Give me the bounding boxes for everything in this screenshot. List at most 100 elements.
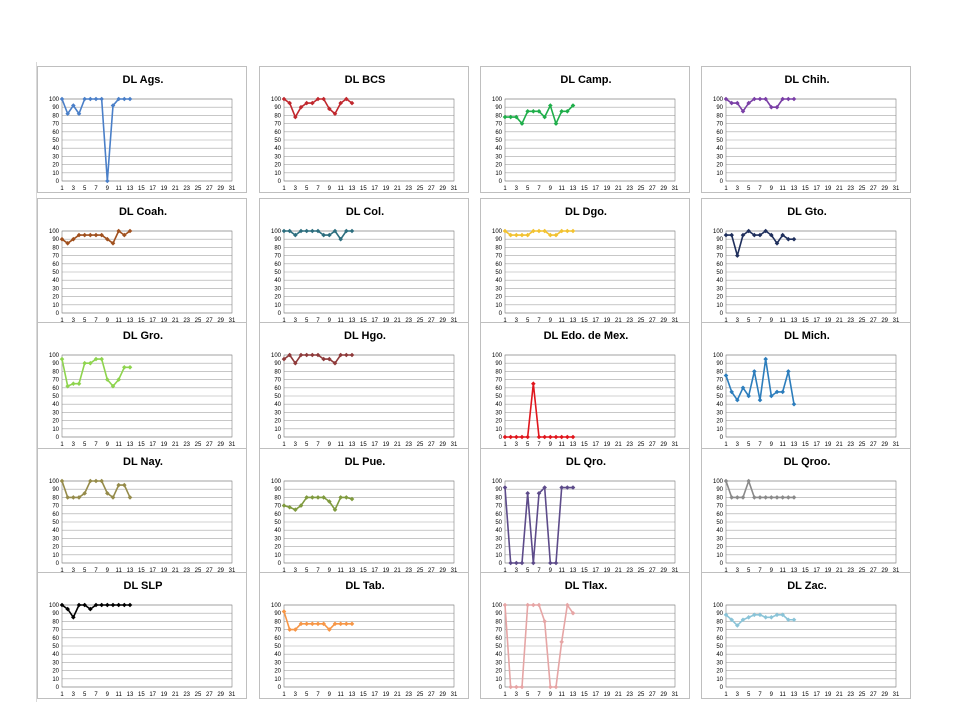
data-point [349,352,355,358]
x-tick-label: 9 [106,692,110,698]
data-point [525,109,530,114]
chart-title: DL Edo. de Mex. [544,330,629,342]
data-point [780,389,785,395]
plot-area [725,480,897,564]
x-tick-label: 27 [870,186,877,192]
data-point [298,503,304,508]
data-point [548,560,553,566]
y-tick-label: 30 [274,286,281,292]
plot-area [504,98,676,182]
data-point [786,236,791,242]
data-point [71,103,76,108]
y-tick-label: 0 [56,435,60,441]
x-tick-label: 3 [515,186,519,192]
data-point [542,114,547,120]
chart-title: DL Col. [346,206,384,218]
y-tick-label: 40 [52,652,59,658]
x-tick-label: 19 [383,186,390,192]
x-tick-label: 3 [72,568,76,574]
y-tick-label: 0 [720,435,724,441]
data-point [332,228,338,234]
y-tick-label: 30 [716,286,723,292]
y-tick-label: 80 [716,369,723,375]
y-tick-label: 50 [716,394,723,400]
data-point [281,96,287,102]
chart-title: DL Gro. [123,330,163,342]
y-tick-label: 100 [492,97,503,103]
x-tick-label: 1 [724,186,728,192]
series-line [283,611,352,631]
chart-title: DL Ags. [123,74,164,86]
data-point [752,232,757,238]
y-tick-label: 40 [716,402,723,408]
y-tick-label: 60 [52,130,59,136]
x-tick-label: 11 [559,692,566,698]
data-point [723,373,729,378]
y-tick-label: 30 [495,536,502,542]
chart-title: DL Chih. [784,74,829,86]
data-point [99,478,104,484]
data-point [786,617,791,623]
x-tick-label: 7 [316,442,320,448]
y-tick-label: 30 [52,410,59,416]
x-tick-label: 25 [859,568,866,574]
x-tick-label: 11 [780,568,787,574]
y-tick-label: 60 [274,130,281,136]
y-tick-label: 80 [495,113,502,119]
data-point [519,684,525,690]
data-point [514,232,519,238]
x-tick-label: 9 [549,318,553,324]
y-tick-label: 50 [495,644,502,650]
x-tick-label: 27 [649,568,656,574]
x-tick-label: 31 [672,692,679,698]
data-point [105,377,110,382]
x-tick-label: 1 [282,442,286,448]
x-tick-label: 3 [515,442,519,448]
y-tick-label: 90 [52,611,59,617]
x-tick-label: 11 [559,442,566,448]
x-tick-label: 13 [570,442,577,448]
x-tick-label: 21 [394,442,401,448]
plot-area [283,604,455,688]
x-tick-label: 17 [149,186,156,192]
y-tick-label: 50 [716,270,723,276]
y-tick-label: 40 [52,402,59,408]
x-tick-label: 7 [94,186,98,192]
y-tick-label: 60 [52,512,59,518]
chart-title: DL SLP [124,580,163,592]
chart-panel: DL Hgo. 0 10 20 30 40 50 60 70 80 90 100 1 3 5 7 9 11 13 15… [259,322,469,449]
y-tick-label: 100 [492,229,503,235]
plot-area [504,230,676,314]
x-tick-label: 7 [537,692,541,698]
y-tick-label: 60 [495,512,502,518]
plot-area [504,354,676,438]
x-tick-label: 23 [183,692,190,698]
x-tick-label: 31 [229,318,236,324]
x-tick-label: 31 [672,186,679,192]
x-tick-label: 29 [660,318,667,324]
x-tick-label: 13 [349,692,356,698]
x-tick-label: 7 [537,442,541,448]
x-tick-label: 11 [780,442,787,448]
x-tick-label: 9 [770,186,774,192]
x-tick-label: 7 [316,186,320,192]
x-tick-label: 13 [570,568,577,574]
x-tick-label: 27 [428,186,435,192]
y-tick-label: 70 [52,122,59,128]
plot-area [504,480,676,564]
x-tick-label: 21 [615,692,622,698]
data-point [763,495,768,500]
x-tick-label: 15 [360,318,367,324]
chart-panel: DL Edo. de Mex. 0 10 20 30 40 50 60 70 80 90 100 1 3 5… [480,322,690,449]
data-point [531,381,536,386]
x-tick-label: 31 [893,442,900,448]
x-tick-label: 5 [747,692,751,698]
x-tick-label: 19 [161,318,168,324]
y-tick-label: 40 [495,402,502,408]
y-tick-label: 20 [495,163,502,169]
